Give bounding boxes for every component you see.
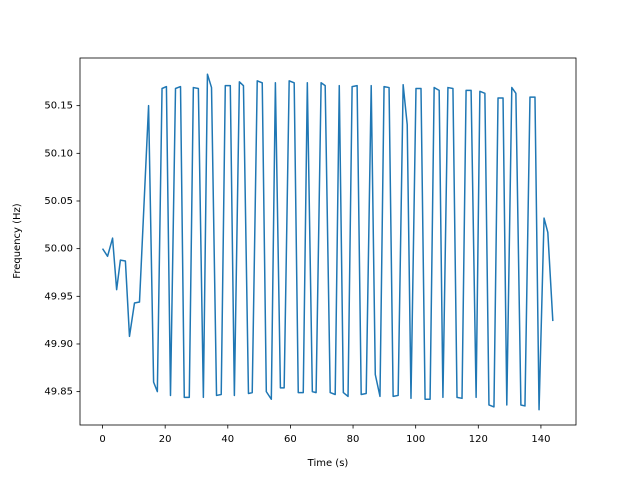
y-tick-label: 49.95 xyxy=(44,291,73,302)
x-tick-label: 140 xyxy=(531,434,550,445)
y-tick-label: 49.85 xyxy=(44,387,73,398)
x-tick-label: 60 xyxy=(284,434,297,445)
y-tick-label: 50.15 xyxy=(44,101,73,112)
x-axis-label: Time (s) xyxy=(307,458,349,469)
y-tick-label: 50.05 xyxy=(44,196,73,207)
x-tick-label: 120 xyxy=(469,434,488,445)
x-tick-label: 80 xyxy=(347,434,360,445)
y-tick-label: 49.90 xyxy=(44,339,73,350)
x-tick-label: 0 xyxy=(99,434,105,445)
x-tick-label: 40 xyxy=(221,434,234,445)
y-tick-label: 50.10 xyxy=(44,148,73,159)
y-tick-label: 50.00 xyxy=(44,244,73,255)
data-line xyxy=(101,73,554,411)
y-axis-label: Frequency (Hz) xyxy=(12,203,23,279)
axes-frame xyxy=(79,57,577,426)
x-tick-label: 20 xyxy=(159,434,172,445)
x-tick-label: 100 xyxy=(406,434,425,445)
